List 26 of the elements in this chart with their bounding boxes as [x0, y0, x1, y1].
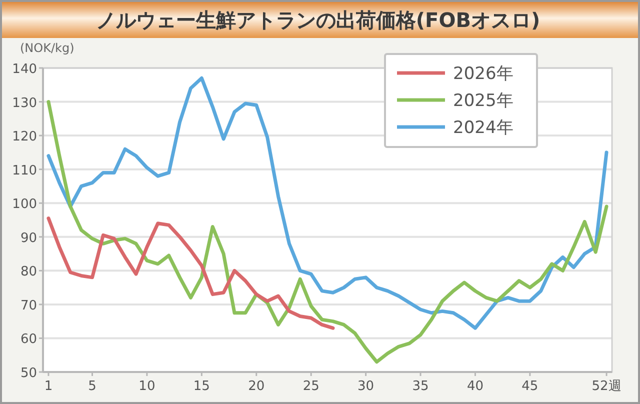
- y-tick-label: 100: [12, 197, 37, 212]
- y-tick-label: 50: [20, 366, 37, 381]
- y-tick-label: 110: [12, 163, 37, 178]
- y-axis-title: (NOK/kg): [20, 41, 74, 55]
- x-tick-label: 1: [44, 379, 53, 394]
- x-tick-label: 30: [358, 379, 374, 394]
- x-tick-label: 5: [88, 379, 96, 394]
- x-tick-label: 10: [138, 379, 156, 394]
- x-tick-label: 52週: [592, 379, 622, 394]
- x-tick-label: 35: [412, 379, 429, 394]
- x-tick-label: 25: [302, 379, 320, 394]
- x-tick-label: 15: [193, 379, 210, 394]
- legend-label: 2026年: [453, 64, 514, 84]
- y-tick-label: 60: [20, 332, 37, 348]
- y-tick-label: 140: [12, 62, 37, 77]
- y-tick-label: 80: [20, 264, 37, 280]
- x-tick-label: 20: [248, 379, 265, 394]
- x-tick-label: 45: [522, 379, 538, 394]
- y-tick-label: 120: [12, 130, 37, 145]
- legend-label: 2024年: [453, 118, 514, 138]
- y-tick-label: 130: [12, 96, 37, 111]
- legend-label: 2025年: [453, 91, 514, 111]
- y-tick-label: 90: [20, 230, 37, 246]
- title: ノルウェー生鮮アトランの出荷価格(FOBオスロ): [96, 8, 540, 32]
- x-tick-label: 40: [466, 379, 484, 394]
- y-tick-label: 70: [20, 298, 37, 314]
